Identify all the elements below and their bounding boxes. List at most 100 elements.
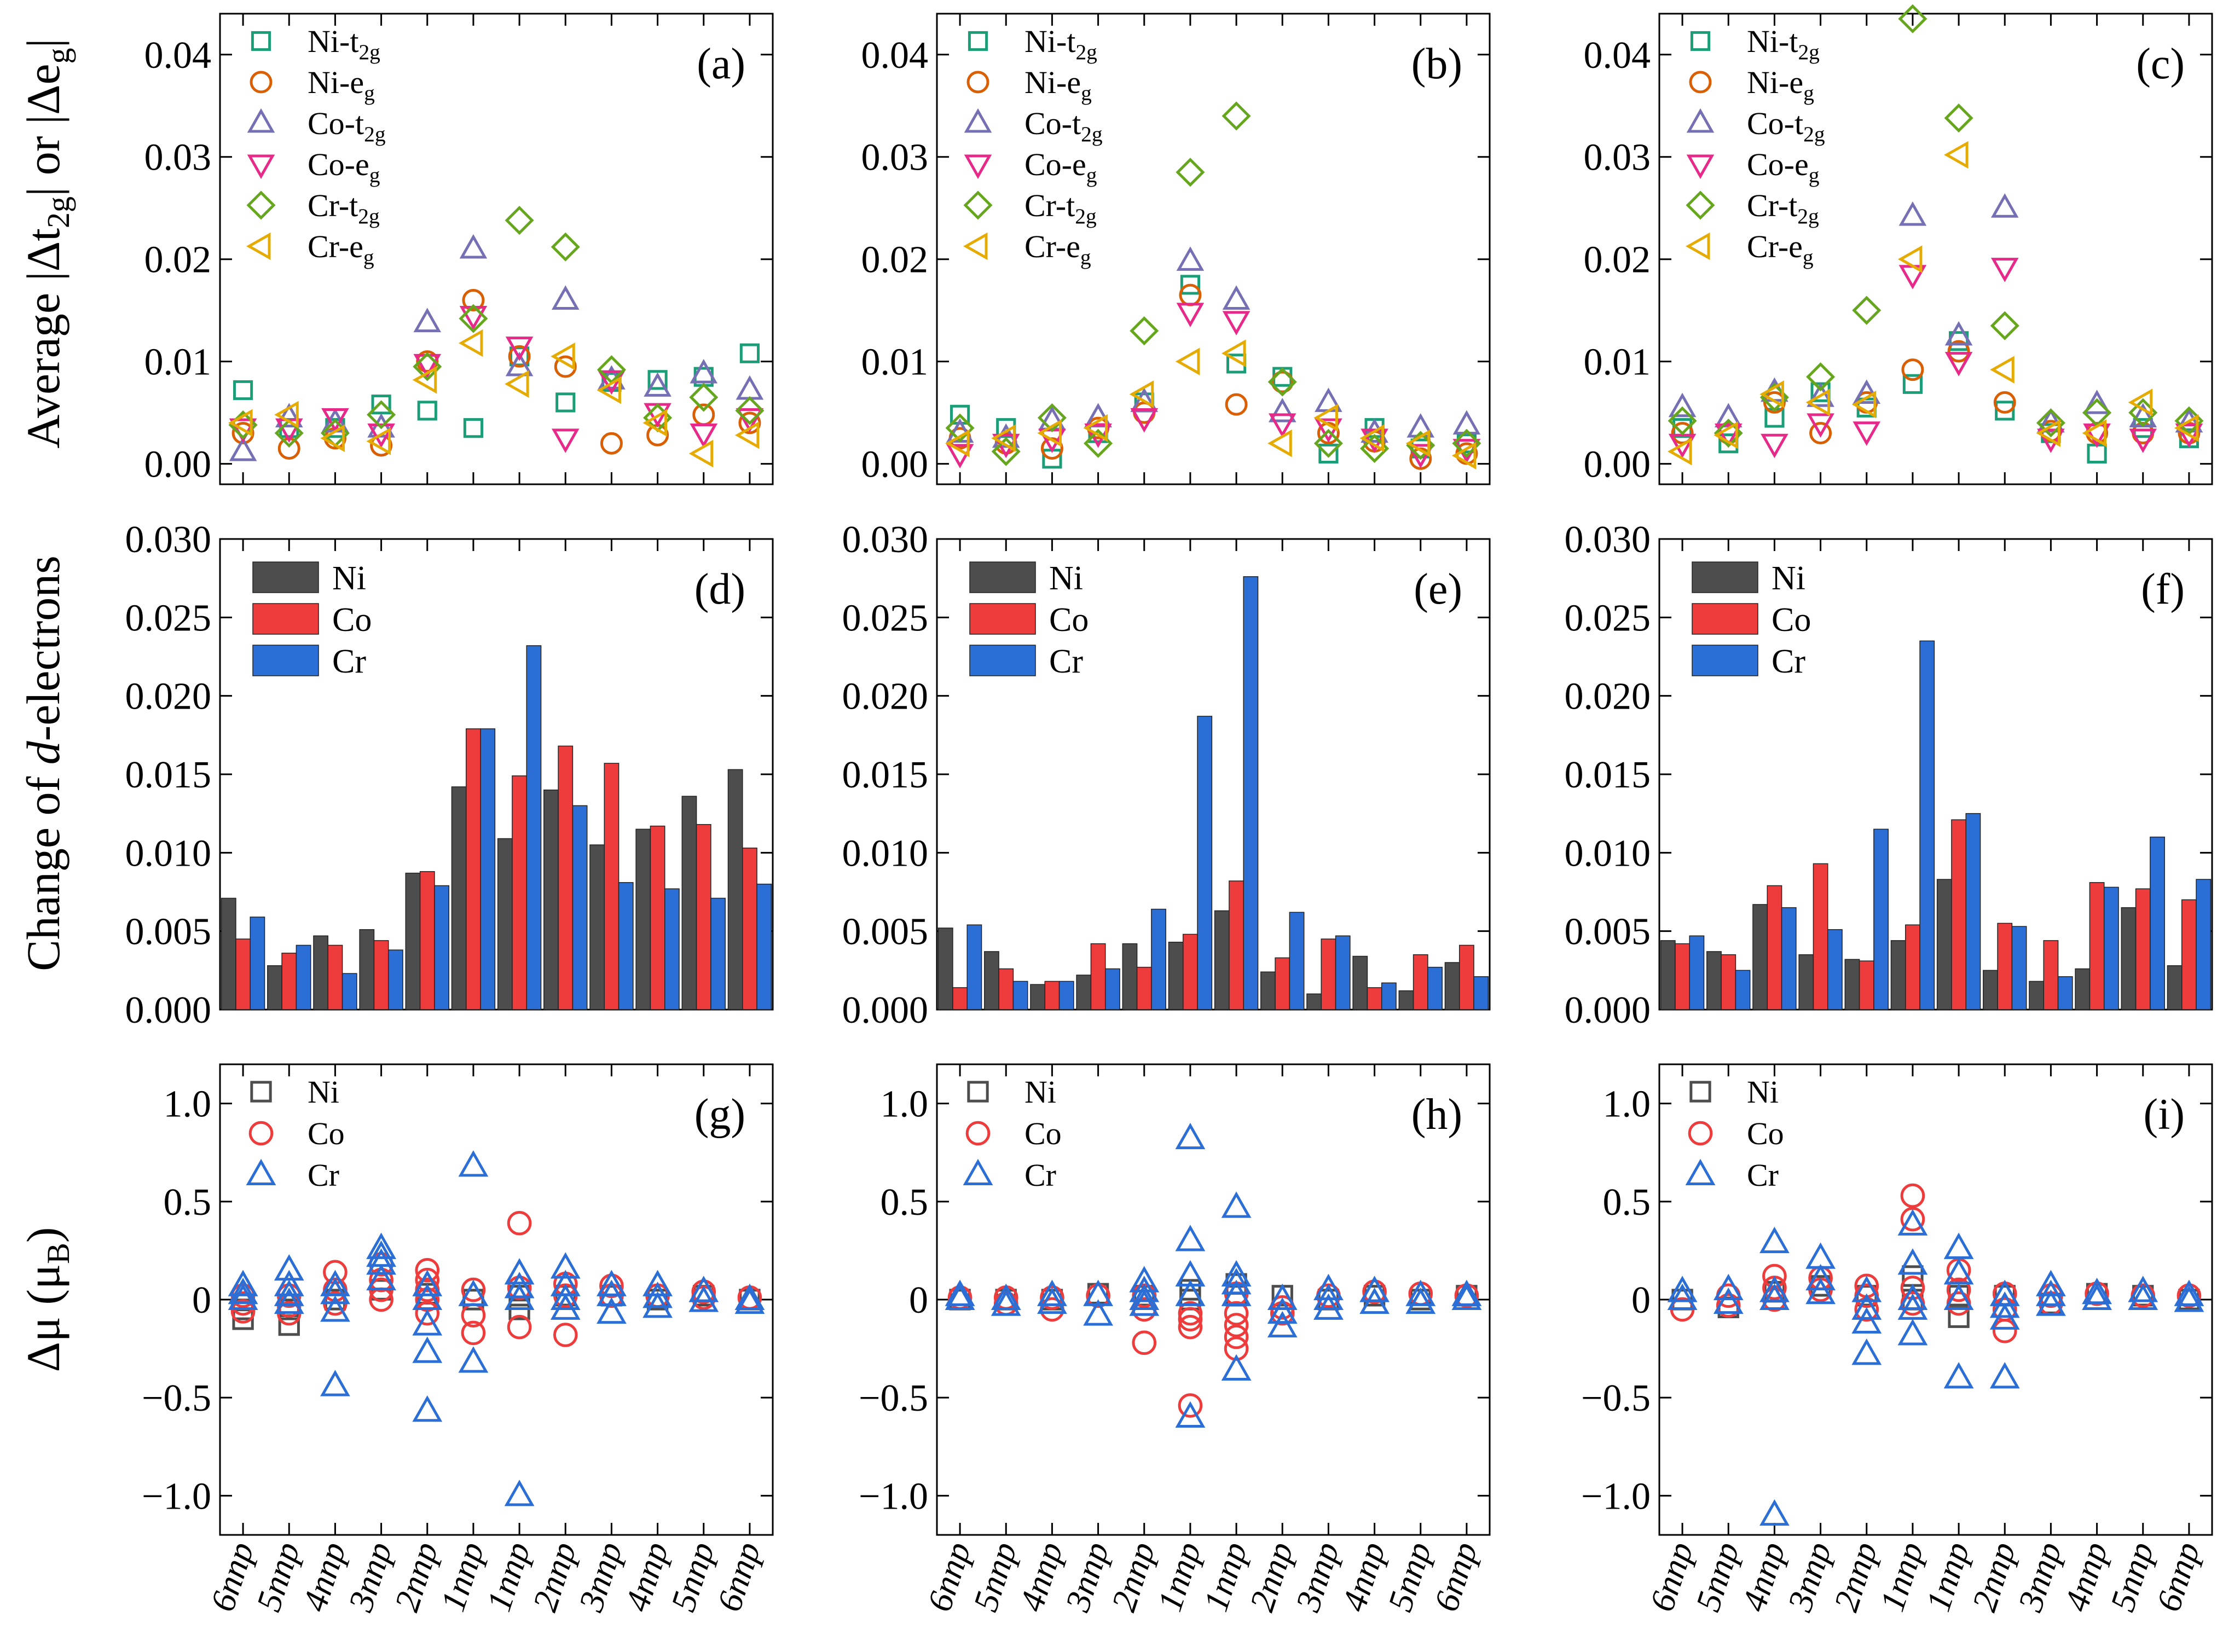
panel-b-legend-label: Cr-eg [1024,229,1091,269]
panel-b-point-cr-eg [1451,442,1477,469]
panel-c-point-co-eg [1853,421,1881,446]
panel-e-bar-co [952,987,968,1010]
panel-a-legend-label: Ni-t2g [308,24,380,64]
panel-g-point-co [461,1320,486,1346]
panel-a-legend-label: Co-eg [308,147,380,187]
panel-a-point-ni-t2g [555,392,576,413]
panel-a-point-ni-t2g [417,401,437,421]
panel-e-legend-label: Cr [1049,643,1083,680]
panel-a-point-cr-eg [642,409,668,437]
panel-c-point-co-t2g [1990,193,2019,218]
panel-g-ytick-label: −1.0 [142,1475,211,1517]
panel-h-point-cr [1359,1287,1390,1314]
panel-b-legend-marker [963,232,988,260]
panel-b-point-cr-eg [1359,424,1385,453]
panel-c-legend-label: Co-eg [1747,147,1819,187]
panel-b-legend-label: Ni-t2g [1024,24,1097,64]
ylabel-top-sub2: g [40,48,76,63]
panel-b-legend-marker [963,190,993,220]
panel-c-point-cr-eg [1944,141,1969,169]
panel-g-point-cr [688,1276,719,1302]
panel-b-point-cr-eg [945,429,970,457]
panel-a-point-cr-eg [412,366,437,394]
panel-c-point-cr-t2g [1944,103,1973,133]
panel-f-bar-ni [2121,907,2137,1010]
panel-a-point-cr-t2g [735,396,765,425]
panel-d-bar-co [327,944,343,1010]
panel-h-ytick-label: 0.5 [881,1181,929,1224]
panel-h-point-cr [1359,1276,1390,1302]
panel-a-point-co-t2g [229,437,257,461]
panel-b-point-cr-eg [1129,380,1154,408]
ylabel-bottom-pre: Δμ (μ [17,1264,70,1372]
panel-f-bar-ni [1752,904,1768,1010]
panel-b-point-cr-eg [1222,339,1246,367]
panel-h-label: (h) [1411,1091,1462,1139]
panel-e-bar-ni [1122,943,1138,1010]
panel-g-point-cr [504,1272,535,1299]
panel-i-ytick-label: −0.5 [1581,1377,1651,1419]
panel-g-point-cr [458,1346,489,1373]
panel-e-ytick-label: 0.005 [842,911,929,953]
panel-a-point-cr-eg [366,427,391,455]
panel-e-ytick-label: 0.015 [842,754,929,796]
panel-g-legend-label: Ni [308,1074,339,1110]
panel-b-point-ni-eg [1271,370,1294,393]
panel-b-point-cr-eg [1267,429,1292,457]
panel-e-bar-cr [966,924,982,1010]
panel-a-point-co-t2g [736,375,764,400]
panel-e-bar-co [1183,934,1198,1010]
panel-a-point-ni-t2g [233,380,253,401]
panel-g-point-cr [597,1297,627,1324]
panel-g-ytick-label: 1.0 [164,1083,212,1126]
panel-b-frame [936,13,1491,485]
panel-h-frame [936,1063,1491,1536]
panel-c-ytick-label: 0.03 [1584,137,1651,179]
panel-f-ytick-label: 0.005 [1565,911,1651,953]
panel-e-bar-ni [1352,955,1368,1010]
panel-c-frame [1658,13,2213,485]
panel-a-point-co-t2g [275,403,303,427]
panel-i-point-co [1946,1291,1971,1316]
panel-h-point-cr [1037,1287,1067,1314]
panel-g-ytick-label: 0.5 [164,1181,212,1224]
panel-f-bar-cr [1781,907,1797,1010]
panel-f-bar-ni [2167,965,2183,1010]
panel-d-bar-ni [543,789,559,1010]
panel-f-bar-co [1997,923,2013,1010]
panel-d-legend-label: Ni [332,560,366,597]
panel-b-point-co-t2g [1452,410,1481,435]
panel-e-bar-co [998,968,1014,1010]
panel-a-point-ni-t2g [463,418,484,438]
panel-f-bar-cr [2196,879,2212,1010]
panel-e-legend-swatch [969,603,1036,635]
panel-e-ytick-label: 0.000 [842,989,929,1031]
panel-b-legend-label: Cr-t2g [1024,188,1097,228]
panel-g-point-co [553,1323,578,1347]
panel-a-point-cr-t2g [505,206,534,235]
panel-f-bar-ni [1983,970,1998,1010]
panel-b-point-co-t2g [1222,285,1251,310]
panel-d-bar-co [419,871,435,1010]
panel-e-ytick-label: 0.020 [842,676,929,718]
panel-h-point-cr [1405,1287,1436,1314]
panel-c-point-co-eg [1807,413,1834,438]
panel-g-point-cr [228,1283,258,1310]
panel-i-point-cr [2128,1276,2158,1302]
panel-i-point-cr [1989,1362,2020,1389]
panel-e-bar-cr [1058,981,1074,1010]
panel-f-bar-co [1859,960,1874,1010]
panel-g-point-cr [228,1270,258,1296]
panel-i-point-cr [1713,1287,1744,1314]
panel-h-point-cr [1175,1279,1206,1306]
panel-f-bar-cr [2150,836,2165,1010]
panel-i-ytick-label: −1.0 [1581,1475,1651,1517]
panel-i-point-cr [2174,1285,2204,1312]
panel-c-point-cr-eg [1714,421,1738,449]
panel-h-legend-marker [963,1158,993,1185]
panel-h-ytick-label: −1.0 [859,1475,928,1517]
panel-e-legend-swatch [969,645,1036,676]
panel-f-ytick-label: 0.030 [1565,519,1651,561]
panel-e-bar-ni [937,928,953,1010]
